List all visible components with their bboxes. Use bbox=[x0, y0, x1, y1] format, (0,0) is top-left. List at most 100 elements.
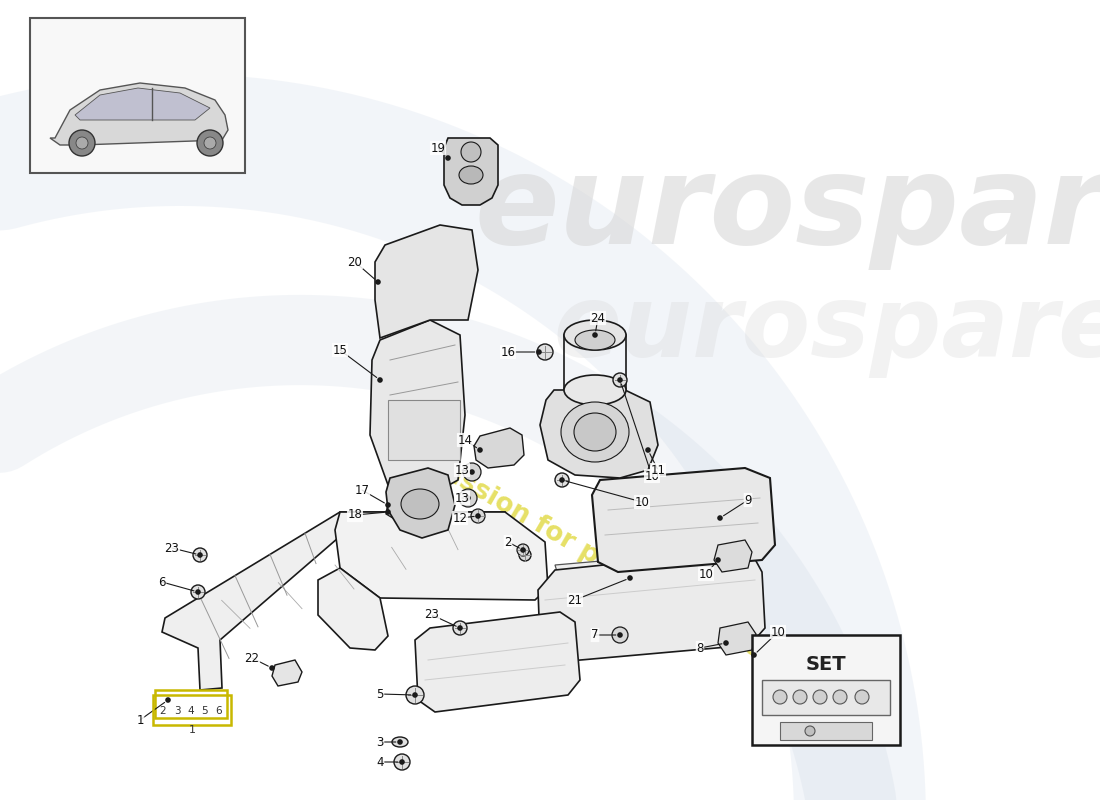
Circle shape bbox=[592, 332, 597, 338]
Text: 8: 8 bbox=[696, 642, 704, 654]
Polygon shape bbox=[386, 480, 450, 520]
Text: 10: 10 bbox=[698, 567, 714, 581]
Ellipse shape bbox=[574, 413, 616, 451]
Circle shape bbox=[537, 344, 553, 360]
Circle shape bbox=[165, 697, 170, 702]
Circle shape bbox=[556, 473, 569, 487]
Text: 11: 11 bbox=[650, 463, 666, 477]
Text: 20: 20 bbox=[348, 255, 362, 269]
Circle shape bbox=[394, 754, 410, 770]
Circle shape bbox=[613, 373, 627, 387]
Ellipse shape bbox=[392, 737, 408, 747]
Bar bbox=[762, 680, 890, 715]
Text: a passion for parts since 1985: a passion for parts since 1985 bbox=[399, 437, 801, 683]
Circle shape bbox=[536, 349, 542, 355]
Text: 21: 21 bbox=[568, 594, 583, 606]
Circle shape bbox=[612, 627, 628, 643]
Circle shape bbox=[773, 690, 786, 704]
Polygon shape bbox=[444, 138, 498, 205]
Text: 19: 19 bbox=[430, 142, 446, 154]
Circle shape bbox=[270, 666, 275, 670]
Text: 5: 5 bbox=[376, 687, 384, 701]
Text: 1: 1 bbox=[136, 714, 144, 726]
Bar bbox=[155, 690, 227, 718]
Circle shape bbox=[475, 514, 481, 519]
Circle shape bbox=[69, 130, 95, 156]
Ellipse shape bbox=[561, 402, 629, 462]
Polygon shape bbox=[336, 512, 548, 600]
Text: eurospares: eurospares bbox=[553, 282, 1100, 378]
Circle shape bbox=[855, 690, 869, 704]
Ellipse shape bbox=[402, 489, 439, 519]
Bar bbox=[752, 635, 900, 745]
Polygon shape bbox=[272, 660, 302, 686]
Polygon shape bbox=[540, 390, 658, 478]
Text: 23: 23 bbox=[165, 542, 179, 554]
Circle shape bbox=[793, 690, 807, 704]
Text: 4: 4 bbox=[188, 706, 195, 716]
Circle shape bbox=[519, 549, 531, 561]
Circle shape bbox=[197, 130, 223, 156]
Circle shape bbox=[458, 626, 463, 630]
Circle shape bbox=[406, 686, 424, 704]
Text: 13: 13 bbox=[454, 463, 470, 477]
Circle shape bbox=[723, 640, 729, 646]
Text: 13: 13 bbox=[454, 491, 470, 505]
Circle shape bbox=[517, 544, 529, 556]
Circle shape bbox=[751, 652, 757, 658]
Polygon shape bbox=[75, 88, 210, 120]
Text: 2: 2 bbox=[504, 535, 512, 549]
Polygon shape bbox=[162, 512, 510, 690]
Text: 10: 10 bbox=[635, 495, 649, 509]
Text: 16: 16 bbox=[500, 346, 516, 358]
Circle shape bbox=[397, 739, 403, 745]
Polygon shape bbox=[375, 225, 478, 338]
Circle shape bbox=[463, 463, 481, 481]
Bar bbox=[153, 695, 231, 725]
Text: 7: 7 bbox=[592, 629, 598, 642]
Circle shape bbox=[617, 632, 623, 638]
Text: 23: 23 bbox=[425, 609, 439, 622]
Polygon shape bbox=[370, 320, 465, 495]
Circle shape bbox=[195, 589, 201, 595]
Circle shape bbox=[813, 690, 827, 704]
Text: 9: 9 bbox=[745, 494, 751, 506]
Ellipse shape bbox=[575, 330, 615, 350]
Text: 1: 1 bbox=[188, 725, 196, 735]
Circle shape bbox=[559, 477, 564, 482]
Circle shape bbox=[833, 690, 847, 704]
Text: 6: 6 bbox=[216, 706, 222, 716]
Text: 5: 5 bbox=[201, 706, 208, 716]
Circle shape bbox=[717, 515, 723, 521]
Circle shape bbox=[399, 759, 405, 765]
Circle shape bbox=[385, 502, 390, 508]
Polygon shape bbox=[718, 622, 756, 655]
Text: 3: 3 bbox=[376, 735, 384, 749]
Text: 17: 17 bbox=[354, 483, 370, 497]
Polygon shape bbox=[386, 468, 455, 538]
Bar bbox=[388, 400, 460, 460]
Text: 10: 10 bbox=[771, 626, 785, 638]
Polygon shape bbox=[592, 468, 776, 572]
Text: 24: 24 bbox=[591, 311, 605, 325]
Bar bbox=[30, 18, 245, 173]
Circle shape bbox=[191, 585, 205, 599]
Circle shape bbox=[197, 552, 202, 558]
Circle shape bbox=[461, 142, 481, 162]
Circle shape bbox=[377, 378, 383, 383]
Circle shape bbox=[477, 447, 483, 453]
Circle shape bbox=[617, 378, 623, 383]
Circle shape bbox=[520, 547, 526, 553]
Circle shape bbox=[627, 575, 632, 581]
Text: 6: 6 bbox=[158, 575, 166, 589]
Ellipse shape bbox=[564, 375, 626, 405]
Circle shape bbox=[465, 495, 471, 501]
Circle shape bbox=[412, 692, 418, 698]
Circle shape bbox=[805, 726, 815, 736]
Circle shape bbox=[471, 509, 485, 523]
Text: 22: 22 bbox=[244, 651, 260, 665]
Circle shape bbox=[459, 489, 477, 507]
Circle shape bbox=[192, 548, 207, 562]
Ellipse shape bbox=[459, 166, 483, 184]
Circle shape bbox=[646, 447, 651, 453]
